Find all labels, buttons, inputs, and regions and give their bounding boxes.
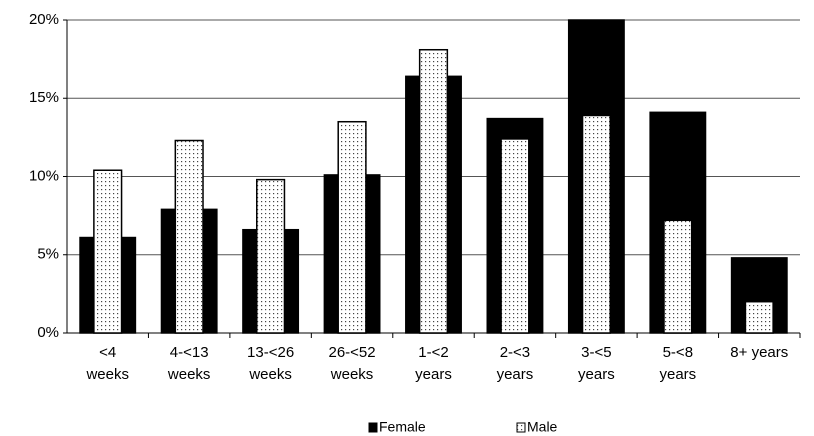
legend-swatch	[368, 422, 378, 433]
x-tick-label-line: 8+ years	[730, 344, 788, 361]
x-tick-label: 4-<13 weeks	[167, 344, 211, 383]
x-tick-label: 5-<8 years	[659, 344, 696, 383]
x-tick-label: <4 weeks	[85, 344, 129, 383]
x-tick-label-line: <4	[99, 344, 116, 361]
y-tick-label: 10%	[29, 167, 59, 184]
x-tick-label-line: weeks	[248, 366, 292, 383]
x-tick-label-line: 4-<13	[170, 344, 209, 361]
x-tick-label-line: years	[659, 366, 696, 383]
x-tick-label: 26-<52 weeks	[328, 344, 375, 383]
bar	[93, 169, 123, 334]
y-tick-label: 0%	[37, 324, 59, 341]
x-tick-label: 13-<26 weeks	[247, 344, 294, 383]
x-tick-label-line: years	[497, 366, 534, 383]
bar	[418, 48, 449, 334]
x-tick-label: 3-<5 years	[578, 344, 615, 383]
legend-label: Male	[527, 419, 558, 435]
x-tick-label: 8+ years	[730, 344, 788, 361]
legend-swatch	[516, 422, 526, 433]
bar	[581, 114, 611, 334]
x-tick-label: 2-<3 years	[497, 344, 534, 383]
bar	[663, 219, 693, 334]
y-tick-label: 5%	[37, 246, 59, 263]
bar	[500, 138, 530, 334]
y-tick-label: 20%	[29, 11, 59, 28]
legend-label: Female	[379, 419, 426, 435]
bar	[256, 178, 286, 334]
y-tick-label: 15%	[29, 89, 59, 106]
x-tick-label: 1-<2 years	[415, 344, 452, 383]
bar	[174, 139, 204, 334]
x-tick-label-line: weeks	[330, 366, 374, 383]
bar	[337, 120, 367, 334]
x-tick-label-line: 1-<2	[418, 344, 448, 361]
x-tick-label-line: weeks	[167, 366, 211, 383]
x-tick-label-line: 13-<26	[247, 344, 294, 361]
x-tick-label-line: years	[578, 366, 615, 383]
x-tick-label-line: weeks	[85, 366, 129, 383]
bar	[744, 300, 774, 334]
x-tick-label-line: 3-<5	[581, 344, 611, 361]
x-tick-label-line: 5-<8	[663, 344, 693, 361]
x-tick-label-line: years	[415, 366, 452, 383]
x-tick-label-line: 2-<3	[500, 344, 530, 361]
x-tick-label-line: 26-<52	[328, 344, 375, 361]
